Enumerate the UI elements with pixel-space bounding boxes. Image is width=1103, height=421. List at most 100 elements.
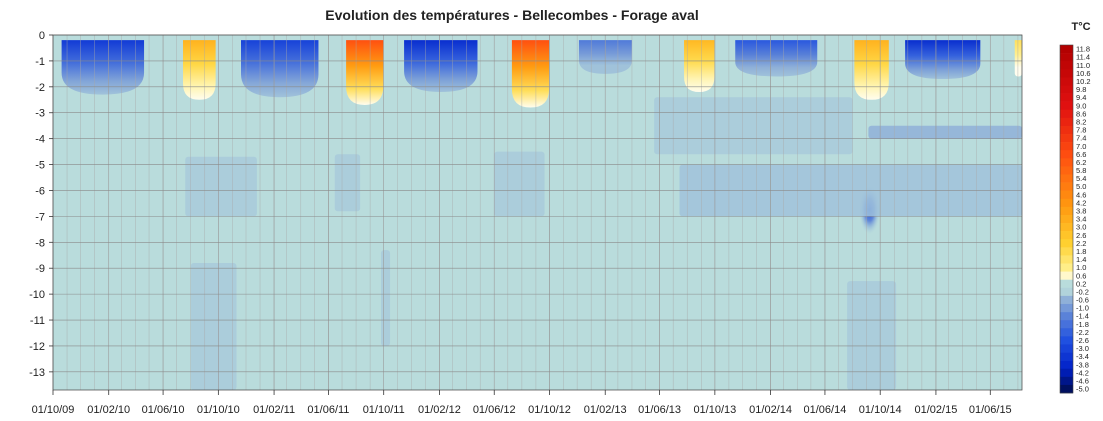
heatmap-feature-summer-warm (511, 40, 550, 108)
heatmap-feature-slight-cool-zone (654, 97, 853, 155)
x-tick-label: 01/06/10 (142, 404, 185, 416)
heatmap-feature-summer-warm (854, 40, 889, 100)
colorbar-band (1060, 85, 1073, 94)
colorbar-band (1060, 190, 1073, 200)
y-tick-label: -7 (35, 211, 45, 223)
colorbar-band (1060, 352, 1073, 361)
colorbar-band (1060, 166, 1073, 175)
colorbar-tick-label: 5.4 (1076, 174, 1086, 183)
colorbar-tick-label: 5.0 (1076, 182, 1086, 191)
chart-title: Evolution des températures - Bellecombes… (325, 7, 698, 23)
chart-axes: 0 -1 -2 -3 -4 -5 -6 -7 -8 -9 -10 -11 -12 -13 01/10/09 0… (29, 30, 1023, 416)
colorbar-tick-label: 4.6 (1076, 190, 1086, 199)
colorbar-band (1060, 295, 1073, 305)
x-tick-label: 01/02/15 (915, 404, 958, 416)
y-tick-label: -8 (35, 237, 45, 249)
colorbar-band (1060, 198, 1073, 208)
colorbar-tick-label: 3.8 (1076, 207, 1086, 216)
colorbar-tick-label: 3.4 (1076, 215, 1086, 224)
colorbar-tick-label: 6.2 (1076, 158, 1086, 167)
x-tick-label: 01/10/12 (528, 404, 571, 416)
colorbar-tick-label: -1.4 (1076, 312, 1089, 321)
colorbar-tick-label: 11.8 (1076, 45, 1090, 54)
heatmap-feature-slight-cool-zone (380, 250, 391, 346)
x-tick-label: 01/02/12 (418, 404, 461, 416)
colorbar-band (1060, 303, 1073, 313)
x-tick-label: 01/02/14 (749, 404, 792, 416)
colorbar-tick-label: 8.2 (1076, 117, 1086, 126)
colorbar-band (1060, 336, 1073, 345)
x-tick-label: 01/06/14 (804, 404, 847, 416)
colorbar-band (1060, 368, 1073, 378)
colorbar-tick-label: 7.0 (1076, 142, 1086, 151)
chart-grid (52, 34, 1022, 390)
colorbar-band (1060, 312, 1073, 321)
colorbar-tick-label: 1.4 (1076, 255, 1086, 264)
colorbar-band (1060, 134, 1073, 143)
colorbar-tick-label: 2.2 (1076, 239, 1086, 248)
heatmap-feature-summer-warm (684, 40, 715, 93)
colorbar-band (1060, 287, 1073, 297)
colorbar-tick-label: 9.4 (1076, 93, 1086, 102)
colorbar-tick-label: -3.4 (1076, 352, 1089, 361)
y-tick-label: -5 (35, 160, 45, 172)
y-tick-label: -6 (35, 185, 45, 197)
colorbar-tick-label: 1.0 (1076, 263, 1086, 272)
y-tick-label: -12 (29, 341, 45, 353)
x-tick-label: 01/02/10 (87, 404, 130, 416)
colorbar-tick-label: 5.8 (1076, 166, 1086, 175)
colorbar-tick-label: -1.0 (1076, 304, 1089, 313)
y-tick-label: -10 (29, 289, 45, 301)
colorbar-band (1060, 117, 1073, 127)
x-tick-label: 01/10/10 (197, 404, 240, 416)
x-tick-label: 01/10/14 (859, 404, 902, 416)
colorbar-band (1060, 247, 1073, 256)
colorbar-band (1060, 231, 1073, 240)
colorbar-band (1060, 125, 1073, 135)
heatmap-feature-summer-warm (1014, 40, 1022, 77)
colorbar-band (1060, 344, 1073, 353)
colorbar-band (1060, 45, 1073, 54)
colorbar-tick-label: 11.4 (1076, 53, 1090, 62)
colorbar-band (1060, 263, 1073, 272)
heatmap-area (53, 35, 1022, 390)
heatmap-feature-slight-cool-zone (185, 156, 257, 217)
colorbar-tick-label: 10.6 (1076, 69, 1091, 78)
colorbar-band (1060, 320, 1073, 329)
colorbar-tick-label: 1.8 (1076, 247, 1086, 256)
heatmap-feature-winter-cold (905, 40, 981, 80)
colorbar-tick-label: 11.0 (1076, 61, 1090, 70)
colorbar-tick-label: -1.8 (1076, 320, 1089, 329)
heatmap-feature-slight-cool-zone (847, 281, 897, 390)
colorbar-tick-label: 8.6 (1076, 109, 1086, 118)
colorbar-tick-label: 9.8 (1076, 85, 1086, 94)
colorbar-band (1060, 101, 1073, 111)
colorbar-tick-label: -2.2 (1076, 328, 1089, 337)
colorbar-frame (1059, 44, 1074, 394)
heatmap-feature-slight-cool-zone (334, 154, 361, 212)
colorbar-tick-label: 7.8 (1076, 126, 1086, 135)
colorbar-band (1060, 384, 1073, 394)
heatmap-feature-winter-cold (735, 40, 818, 77)
colorbar-tick-label: -0.6 (1076, 296, 1089, 305)
colorbar-tick-label: -2.6 (1076, 336, 1089, 345)
colorbar: T°C11.811.411.010.610.29.89.49.08.68.27.… (1059, 21, 1091, 394)
colorbar-band (1060, 206, 1073, 216)
colorbar-band (1060, 255, 1073, 264)
heatmap-feature-slight-cool-zone (868, 125, 1022, 139)
x-tick-label: 01/02/11 (253, 404, 295, 416)
colorbar-band (1060, 61, 1073, 70)
x-tick-label: 01/10/09 (32, 404, 75, 416)
y-tick-label: -11 (30, 315, 45, 327)
heatmap-feature-summer-warm (346, 40, 384, 105)
colorbar-band (1060, 214, 1073, 224)
heatmap-feature-winter-cold (241, 40, 319, 98)
x-tick-label: 01/10/13 (693, 404, 736, 416)
plot-frame (52, 34, 1023, 391)
colorbar-band (1060, 376, 1073, 386)
colorbar-tick-label: -5.0 (1076, 385, 1089, 394)
colorbar-tick-label: 2.6 (1076, 231, 1086, 240)
x-tick-label: 01/06/12 (473, 404, 516, 416)
colorbar-band (1060, 328, 1073, 337)
